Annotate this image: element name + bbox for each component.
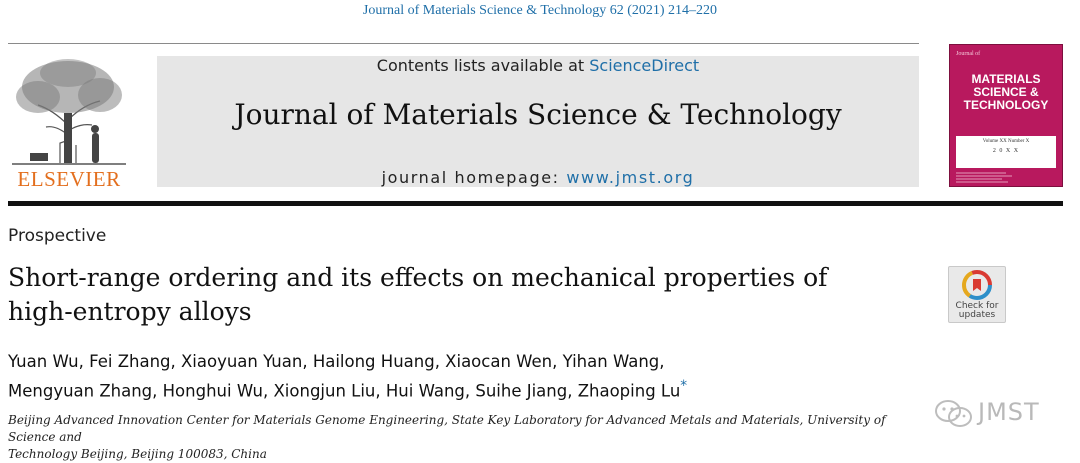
journal-masthead: Contents lists available at ScienceDirec… [157,56,919,187]
check-for-updates-label: Check for updates [949,302,1005,320]
publisher-name: ELSEVIER [17,167,121,191]
homepage-prefix: journal homepage: [381,168,567,187]
check-for-updates-button[interactable]: Check for updates [948,266,1006,323]
journal-homepage: journal homepage: www.jmst.org [157,168,919,187]
wechat-icon [935,400,972,427]
contents-prefix: Contents lists available at [376,56,590,75]
contents-availability: Contents lists available at ScienceDirec… [157,56,919,75]
check-label-line: updates [958,310,996,320]
cover-year: 2 0 X X [992,148,1020,154]
watermark-text: JMST [978,398,1040,426]
cover-info-band: Volume XX Number X 2 0 X X [956,136,1056,168]
header-divider [8,201,1063,206]
top-divider [8,43,919,44]
journal-title: Journal of Materials Science & Technolog… [234,98,842,131]
article-type: Prospective [8,226,107,246]
elsevier-tree-icon [12,59,126,165]
journal-cover[interactable]: Journal of MATERIALS SCIENCE & TECHNOLOG… [949,44,1063,187]
authors-line-2: Mengyuan Zhang, Honghui Wu, Xiongjun Liu… [8,374,908,404]
authors-line-2-text[interactable]: Mengyuan Zhang, Honghui Wu, Xiongjun Liu… [8,381,681,401]
check-label-line: Check for [955,301,999,311]
cover-footer-lines [956,171,1016,184]
cover-volume: Volume XX Number X [982,139,1030,144]
homepage-link[interactable]: www.jmst.org [566,168,695,187]
author-list: Yuan Wu, Fei Zhang, Xiaoyuan Yuan, Hailo… [8,349,908,404]
elsevier-logo[interactable]: ELSEVIER [8,55,130,191]
sciencedirect-link[interactable]: ScienceDirect [589,56,700,75]
cover-title-line: MATERIALS [971,72,1041,86]
affiliation: Beijing Advanced Innovation Center for M… [8,412,928,463]
affiliation-line-1: Beijing Advanced Innovation Center for M… [8,413,886,444]
article-title: Short-range ordering and its effects on … [8,261,908,329]
authors-line-1[interactable]: Yuan Wu, Fei Zhang, Xiaoyuan Yuan, Hailo… [8,352,665,371]
affiliation-line-2: Technology Beijing, Beijing 100083, Chin… [8,447,267,461]
watermark: JMST [933,398,1053,432]
cover-footer-decoration [956,172,1012,183]
title-line-1: Short-range ordering and its effects on … [8,263,828,292]
title-line-2: high-entropy alloys [8,297,252,326]
corresponding-author-mark[interactable]: * [680,378,688,394]
cover-title-line: SCIENCE & [973,85,1039,99]
cover-small-text: Journal of [956,51,981,57]
journal-reference[interactable]: Journal of Materials Science & Technolog… [362,3,718,18]
check-for-updates-icon [962,270,992,300]
cover-title-line: TECHNOLOGY [963,98,1049,112]
cover-title: MATERIALS SCIENCE & TECHNOLOGY [950,73,1062,112]
